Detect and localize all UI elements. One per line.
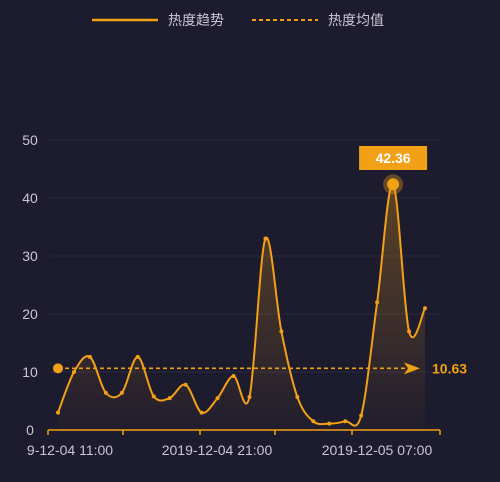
y-tick-label: 30 [22,248,38,264]
data-point [103,390,108,395]
data-point [343,419,348,424]
data-point [279,329,284,334]
legend-label-average: 热度均值 [328,13,384,29]
max-value-label: 42.36 [376,150,411,166]
y-tick-label: 20 [22,306,38,322]
data-point [119,390,124,395]
y-tick-label: 50 [22,132,38,148]
data-point [407,329,412,334]
data-point [71,370,76,374]
series-area [58,184,425,430]
data-point [151,394,156,399]
legend: 热度趋势 热度均值 [92,13,384,29]
average-value-label: 10.63 [432,360,467,376]
max-value-badge [359,146,428,170]
legend-label-trend: 热度趋势 [168,13,224,29]
data-point [359,413,364,418]
y-tick-label: 40 [22,190,38,206]
data-point [167,396,172,401]
data-point [56,410,60,415]
legend-item-trend[interactable]: 热度趋势 [92,13,224,29]
y-tick-label: 10 [22,364,38,380]
data-point [183,382,188,387]
y-axis-labels: 0 10 20 30 40 50 [22,132,38,438]
data-point [87,354,92,359]
series-line-group [57,183,426,427]
data-point [215,396,220,401]
data-point [231,374,236,379]
data-point [199,410,204,415]
data-point [311,419,316,424]
average-line-arrow [404,362,420,375]
x-axis-labels: 9-12-04 11:00 2019-12-04 21:00 2019-12-05 … [27,442,433,458]
average-line-group: 10.63 [53,360,467,376]
average-line-start-dot [53,363,63,374]
max-marker: 42.36 [359,146,428,195]
data-point [295,394,300,399]
series-line [57,183,426,427]
data-point [247,394,252,399]
series-area-fill [58,184,425,430]
x-tick-label: 2019-12-04 21:00 [162,442,273,458]
legend-item-average[interactable]: 热度均值 [252,13,384,29]
data-point [327,421,332,426]
y-tick-label: 0 [26,422,34,438]
series-points [56,182,427,426]
data-point [423,306,427,311]
x-tick-label: 9-12-04 11:00 [27,442,113,458]
x-axis [47,429,441,435]
max-point [387,178,400,191]
data-point [263,236,268,241]
data-point [375,300,380,305]
x-tick-label: 2019-12-05 07:00 [322,442,433,458]
data-point [135,354,140,359]
